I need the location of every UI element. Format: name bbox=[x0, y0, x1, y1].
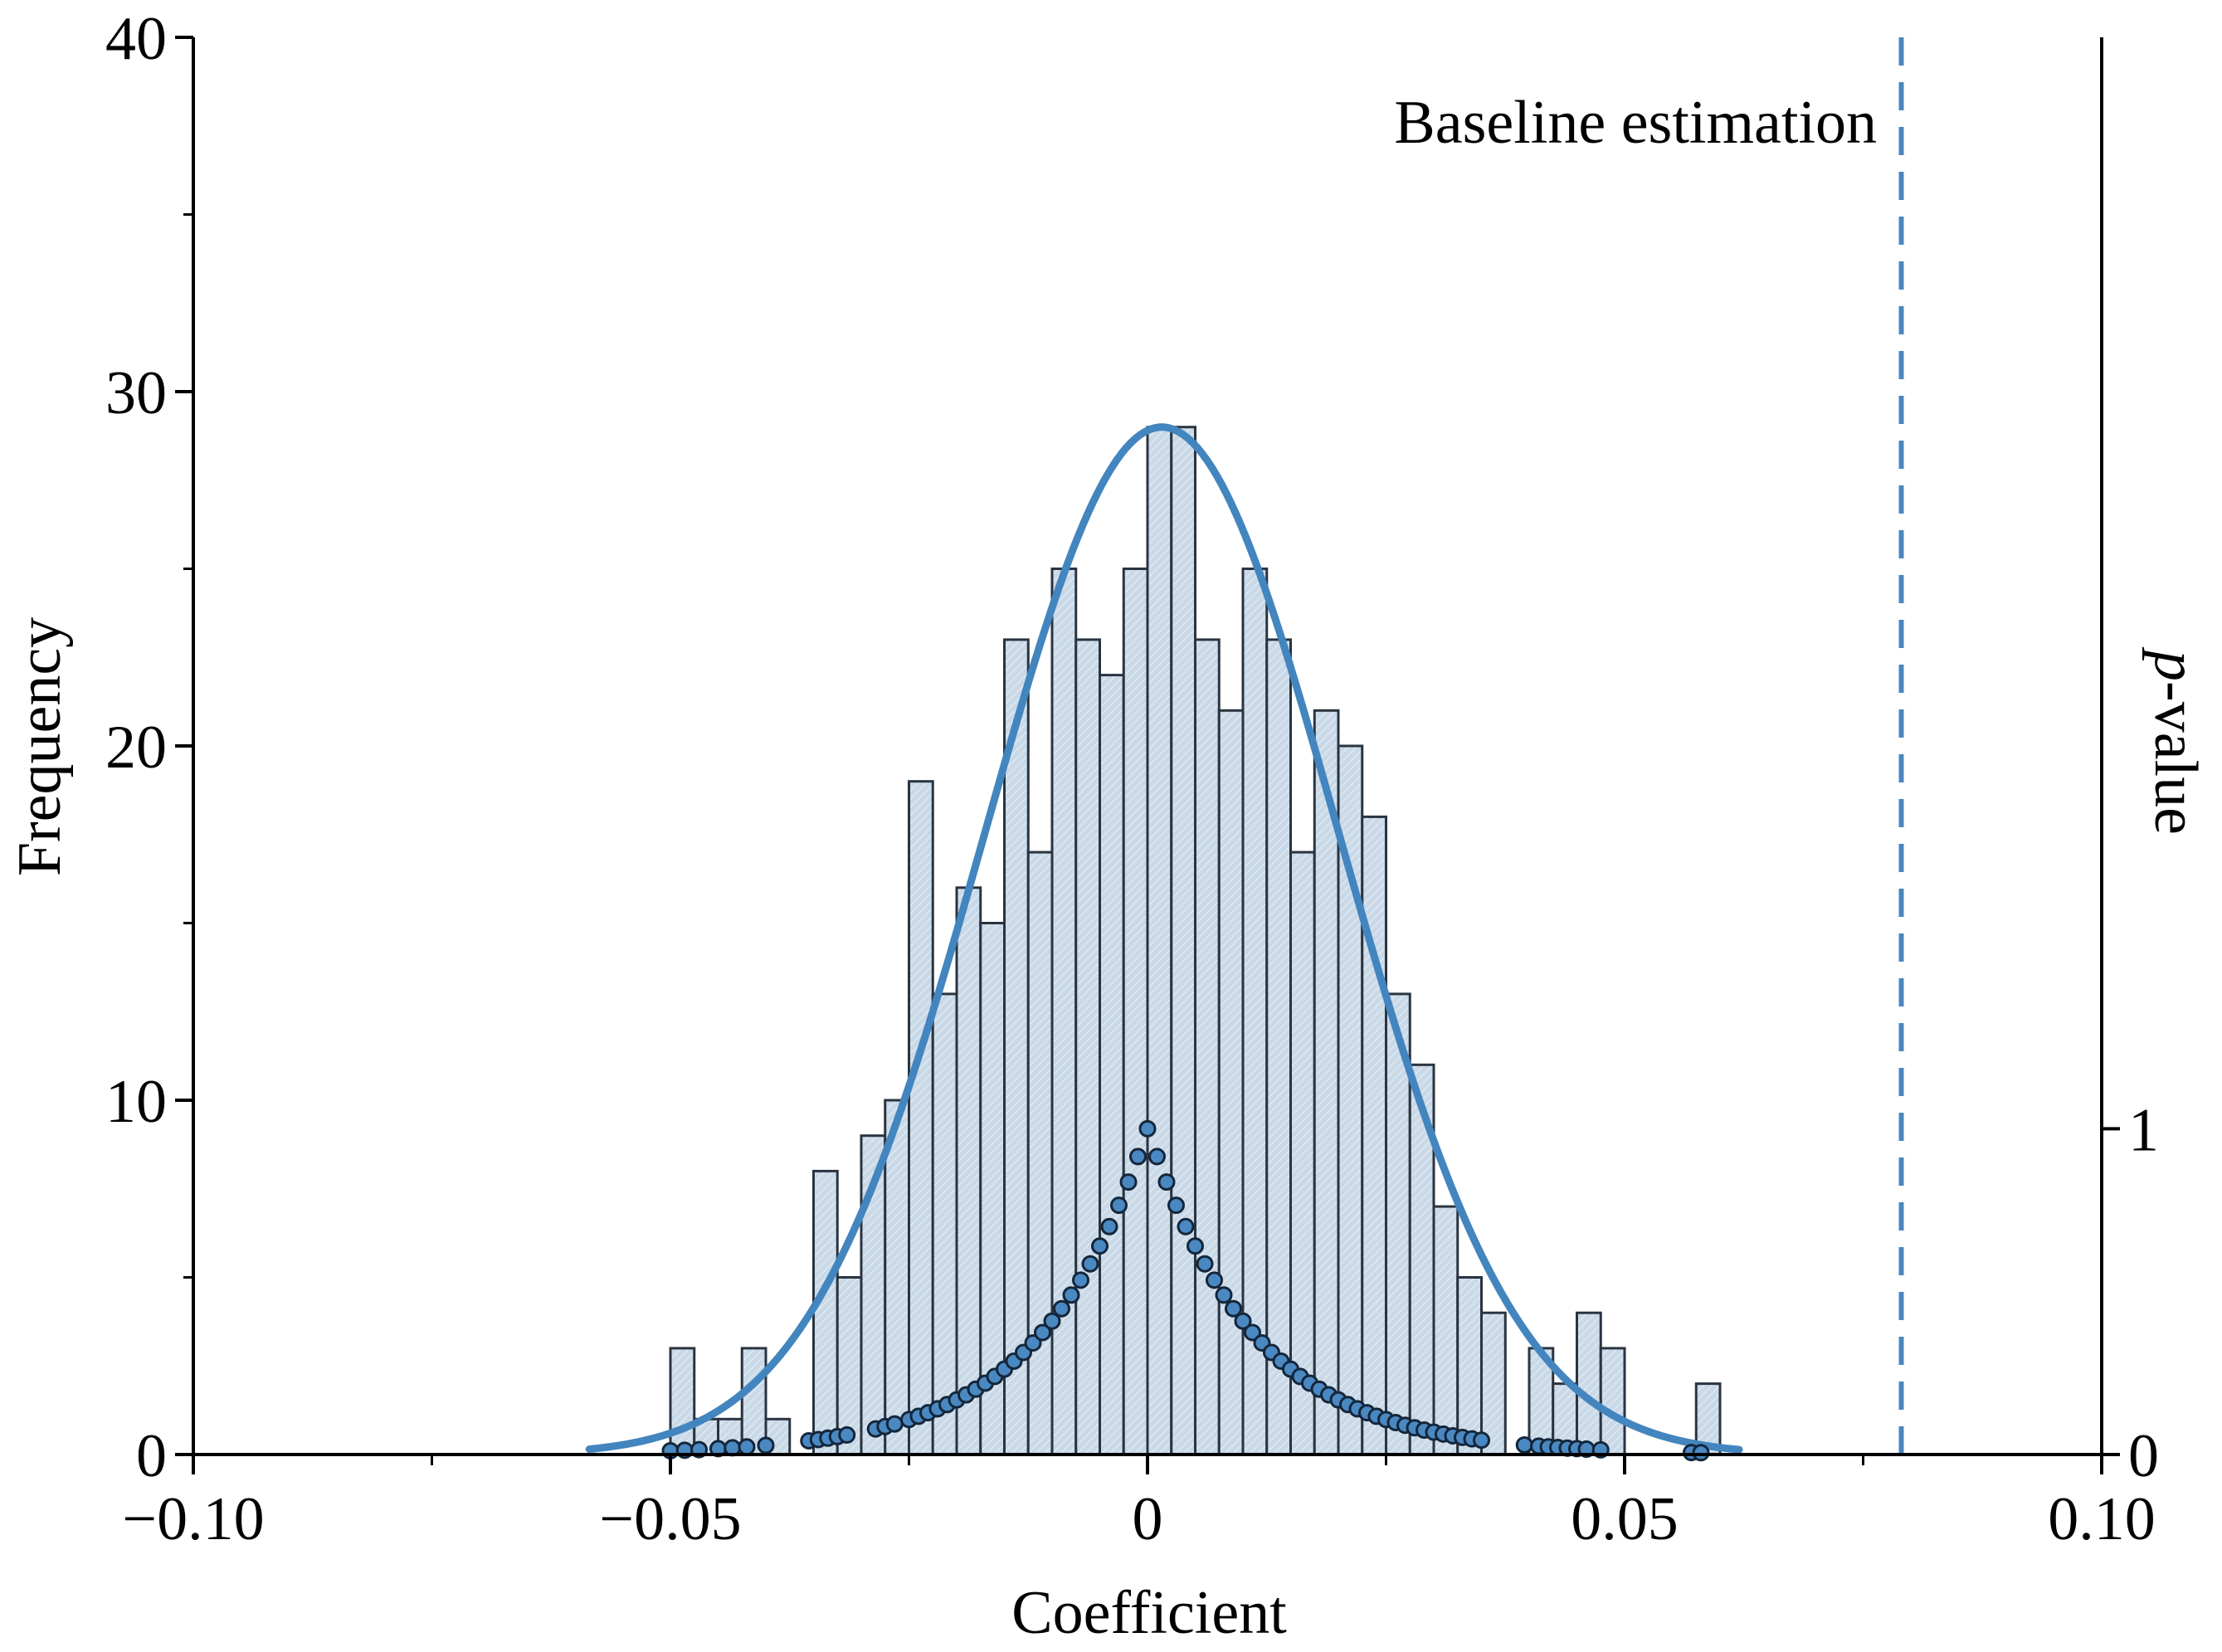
pvalue-point bbox=[1100, 1217, 1118, 1235]
pvalue-point bbox=[1244, 1323, 1261, 1342]
histogram-bars bbox=[669, 426, 1722, 1456]
histogram-bar bbox=[812, 1169, 839, 1456]
histogram-bar bbox=[1170, 426, 1196, 1456]
histogram-bar bbox=[1432, 1205, 1459, 1456]
pvalue-point bbox=[1024, 1334, 1042, 1352]
pvalue-point bbox=[1138, 1119, 1157, 1138]
y-tick-label: 0 bbox=[136, 1422, 167, 1490]
pvalue-point bbox=[838, 1425, 856, 1444]
pvalue-point bbox=[738, 1438, 756, 1456]
x-axis-label: Coefficient bbox=[1011, 1579, 1287, 1647]
pvalue-point bbox=[1072, 1271, 1089, 1289]
x-tick-label: 0 bbox=[1133, 1485, 1163, 1553]
pvalue-point bbox=[1062, 1286, 1080, 1304]
histogram-bar bbox=[1480, 1311, 1507, 1456]
normal-fit-curve-group bbox=[585, 423, 1743, 1454]
histogram-bar bbox=[1099, 674, 1125, 1456]
pvalue-point bbox=[1225, 1299, 1242, 1318]
pvalue-point bbox=[1187, 1237, 1204, 1255]
pvalue-point bbox=[1177, 1217, 1195, 1235]
pvalue-point bbox=[1196, 1255, 1214, 1273]
axis-labels: Coefficient Frequency p-value Baseline e… bbox=[6, 89, 2210, 1647]
histogram-bar bbox=[1074, 638, 1101, 1456]
pvalue-point bbox=[1053, 1299, 1070, 1318]
y-tick-label: 30 bbox=[105, 359, 167, 427]
histogram-bar bbox=[931, 992, 958, 1456]
y-tick-label: 10 bbox=[105, 1068, 167, 1136]
histogram-bar bbox=[1217, 709, 1245, 1456]
pvalue-point bbox=[1473, 1431, 1490, 1450]
baseline-label: Baseline estimation bbox=[1394, 89, 1877, 157]
pvalue-point bbox=[1119, 1173, 1138, 1191]
x-tick-label: 0.10 bbox=[2048, 1485, 2156, 1553]
histogram-bar bbox=[1122, 568, 1149, 1456]
pvalue-point bbox=[1234, 1312, 1252, 1330]
pvalue-point bbox=[1206, 1271, 1223, 1289]
histogram-bar bbox=[1146, 426, 1173, 1456]
pvalue-point bbox=[1110, 1196, 1128, 1215]
normal-fit-curve bbox=[585, 423, 1743, 1454]
pvalue-point bbox=[1167, 1196, 1185, 1215]
y-tick-label: 40 bbox=[105, 5, 167, 73]
x-tick-label: −0.05 bbox=[599, 1485, 741, 1553]
pvalue-point bbox=[885, 1415, 904, 1433]
y2-axis-label: p-value bbox=[2142, 646, 2210, 835]
y2-axis-label-rest: -value bbox=[2142, 681, 2210, 835]
x-tick-label: 0.05 bbox=[1571, 1485, 1679, 1553]
pvalue-point bbox=[1129, 1148, 1147, 1166]
pvalue-points bbox=[661, 1119, 1710, 1462]
histogram-bar bbox=[1361, 815, 1387, 1456]
pvalue-point bbox=[1148, 1148, 1166, 1166]
histogram-bar bbox=[955, 886, 982, 1456]
pvalue-point bbox=[1091, 1237, 1109, 1255]
histogram-bar bbox=[669, 1347, 696, 1456]
histogram-bar bbox=[1456, 1276, 1483, 1456]
pvalue-point bbox=[757, 1436, 775, 1455]
pvalue-point bbox=[1515, 1435, 1533, 1454]
histogram-bar bbox=[1194, 638, 1221, 1456]
pvalue-point bbox=[1043, 1312, 1061, 1330]
histogram-bar bbox=[1265, 638, 1292, 1456]
pvalue-point bbox=[1034, 1323, 1051, 1342]
y2-tick-label: 1 bbox=[2128, 1096, 2159, 1164]
pvalue-point bbox=[1215, 1286, 1233, 1304]
y-axis-label: Frequency bbox=[6, 617, 74, 876]
y2-tick-label: 0 bbox=[2128, 1422, 2159, 1490]
histogram-bar bbox=[1026, 850, 1054, 1456]
pvalue-point bbox=[1081, 1255, 1099, 1273]
histogram-bar bbox=[1599, 1347, 1626, 1456]
y-tick-label: 20 bbox=[105, 714, 167, 782]
pvalue-point bbox=[1692, 1444, 1710, 1462]
x-tick-label: −0.10 bbox=[122, 1485, 264, 1553]
y2-axis-label-italic: p bbox=[2142, 646, 2210, 681]
pvalue-point bbox=[1157, 1173, 1176, 1191]
histogram-bar bbox=[1576, 1311, 1602, 1456]
histogram-bar bbox=[908, 780, 934, 1456]
